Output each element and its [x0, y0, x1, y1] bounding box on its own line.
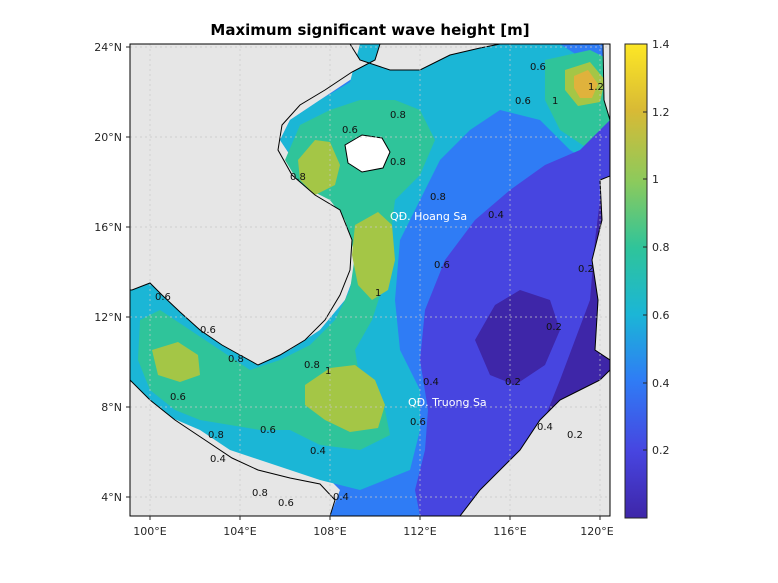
x-tick-label: 108°E [313, 525, 346, 538]
contour-label: 0.8 [430, 192, 446, 203]
gridlines [130, 44, 610, 516]
truong-sa-label: QĐ. Truong Sa [408, 396, 487, 409]
sea-band-00-basin [475, 290, 560, 385]
contour-labels: 0.6 1.2 1 0.6 0.8 0.6 0.8 0.8 0.8 0.4 0.… [155, 62, 604, 509]
x-tick-label: 116°E [493, 525, 526, 538]
y-tick-label: 8°N [101, 401, 122, 414]
colorbar-tick-label: 1 [652, 173, 659, 186]
contour-label: 0.6 [170, 392, 186, 403]
y-tick-label: 16°N [94, 221, 122, 234]
contour-label: 0.8 [290, 172, 306, 183]
contour-label: 0.8 [304, 360, 320, 371]
sea-band-10-gulf [298, 140, 340, 195]
map-frame [129, 43, 611, 517]
contour-label: 0.4 [537, 422, 553, 433]
colorbar-gradient [624, 43, 648, 519]
contour-label: 0.6 [342, 125, 358, 136]
colorbar-tick-label: 1.4 [652, 38, 670, 51]
tick-marks [126, 46, 601, 520]
land-borneo [459, 369, 610, 516]
y-tick-label: 24°N [94, 41, 122, 54]
contour-label: 0.6 [200, 325, 216, 336]
contour-label: 0.8 [390, 110, 406, 121]
contour-label: 0.8 [228, 354, 244, 365]
contour-label: 0.2 [546, 322, 562, 333]
sea-band-08 [138, 100, 435, 450]
land-mainland [130, 44, 501, 366]
contour-label: 0.8 [208, 430, 224, 441]
contour-label: 0.6 [530, 62, 546, 73]
colorbar-tick-label: 0.8 [652, 241, 670, 254]
land-taiwan-luzon [602, 44, 610, 121]
contour-label: 0.4 [488, 210, 504, 221]
sea-band-10-central [352, 212, 395, 300]
contour-label: 0.2 [567, 430, 583, 441]
x-tick-label: 100°E [133, 525, 166, 538]
contour-label: 1.2 [588, 82, 604, 93]
contour-label: 0.6 [515, 96, 531, 107]
chart-title: Maximum significant wave height [m] [210, 21, 529, 39]
contour-label: 0.4 [423, 377, 439, 388]
y-tick-label: 12°N [94, 311, 122, 324]
colorbar-tick-label: 0.4 [652, 377, 670, 390]
map-area: 0.6 1.2 1 0.6 0.8 0.6 0.8 0.8 0.8 0.4 0.… [130, 44, 610, 516]
y-tick-label: 4°N [101, 491, 122, 504]
contour-label: 1 [375, 288, 381, 299]
y-tick-label: 20°N [94, 131, 122, 144]
contour-label: 0.6 [410, 417, 426, 428]
x-tick-label: 120°E [580, 525, 613, 538]
contour-label: 0.6 [434, 260, 450, 271]
sea-band-10-south [305, 365, 385, 432]
x-tick-labels: 100°E 104°E 108°E 112°E 116°E 120°E [133, 525, 613, 538]
contour-label: 1 [325, 366, 331, 377]
land-malay-peninsula [130, 379, 336, 516]
hoang-sa-label: QĐ. Hoang Sa [390, 210, 467, 223]
land-hainan [344, 134, 391, 173]
contour-label: 0.4 [310, 446, 326, 457]
contour-label: 1 [552, 96, 558, 107]
contour-label: 0.8 [390, 157, 406, 168]
contour-label: 0.2 [578, 264, 594, 275]
contour-label: 0.6 [155, 292, 171, 303]
x-tick-label: 104°E [223, 525, 256, 538]
colorbar-tick-label: 0.2 [652, 444, 670, 457]
colorbar-tick-label: 1.2 [652, 106, 670, 119]
x-tick-label: 112°E [403, 525, 436, 538]
contour-label: 0.4 [333, 492, 349, 503]
sea-band-12-luzon [574, 70, 598, 98]
y-tick-labels: 24°N 20°N 16°N 12°N 8°N 4°N [94, 41, 122, 504]
contour-label: 0.2 [505, 377, 521, 388]
contour-label: 0.6 [260, 425, 276, 436]
contour-label: 0.6 [278, 498, 294, 509]
colorbar-tick-label: 0.6 [652, 309, 670, 322]
colorbar: 1.4 1.2 1 0.8 0.6 0.4 0.2 [624, 38, 670, 519]
contour-label: 0.4 [210, 454, 226, 465]
contour-label: 0.8 [252, 488, 268, 499]
sea-band-10-gulf-thailand [152, 342, 200, 382]
